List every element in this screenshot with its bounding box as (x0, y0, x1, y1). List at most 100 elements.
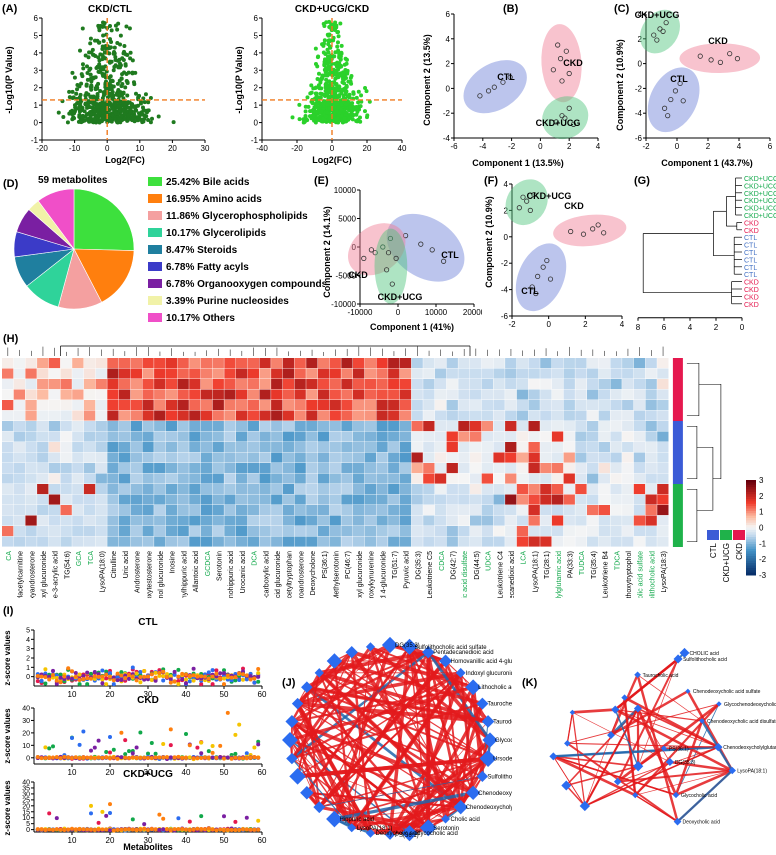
heatmap-cell (528, 368, 540, 379)
heatmap-cell (95, 358, 107, 369)
heatmap-cell (2, 536, 14, 547)
zscore-point (66, 666, 71, 671)
pie-legend-swatch (148, 228, 162, 237)
heatmap-cell (364, 379, 376, 390)
zscore-point (111, 747, 116, 752)
heatmap-cell (446, 358, 458, 369)
heatmap-scale-tick: -3 (759, 571, 767, 580)
pca-f-point (540, 264, 546, 270)
heatmap-cell (177, 421, 189, 432)
zscore-point (138, 730, 143, 735)
heatmap-cell (563, 452, 575, 463)
heatmap-cell (200, 452, 213, 463)
volcano1-point (98, 64, 103, 69)
volcano1-point (70, 95, 75, 100)
heatmap-cell (212, 379, 224, 390)
heatmap-cell (411, 358, 423, 369)
volcano1-point (111, 68, 116, 73)
volcano2-point (322, 38, 327, 43)
heatmap-cell (458, 526, 470, 537)
heatmap-cell (130, 515, 142, 526)
heatmap-cell (95, 368, 107, 379)
pca-e-ellipse-ctl (386, 213, 465, 282)
heatmap-cell (25, 442, 37, 453)
heatmap-cell (399, 421, 412, 432)
heatmap-cell (48, 431, 61, 442)
zscore-point (153, 827, 158, 832)
zscore-point (73, 671, 78, 676)
volcano2-point (319, 109, 324, 114)
heatmap-cell (165, 505, 178, 516)
volcano1-point (135, 103, 140, 108)
heatmap-cell (60, 368, 72, 379)
heatmap-cell (551, 526, 564, 537)
heatmap-cell (317, 389, 330, 400)
zscore-point (233, 827, 238, 832)
heatmap-cell (493, 463, 505, 474)
zscore-point (96, 674, 101, 679)
heatmap-cell (481, 515, 493, 526)
heatmap-cell (645, 463, 657, 474)
zscore-point (96, 672, 101, 677)
volcano2-point (321, 116, 326, 121)
heatmap-scale-segment (746, 518, 756, 521)
heatmap-cell (48, 463, 61, 474)
heatmap-cell (13, 431, 25, 442)
heatmap-col-label: DG(42:7) (450, 551, 457, 580)
heatmap-cell (119, 379, 131, 390)
heatmap-cell (294, 526, 306, 537)
heatmap-cell (341, 452, 353, 463)
heatmap-cell (294, 358, 306, 369)
heatmap-cell (95, 400, 107, 411)
zscore-point (203, 755, 207, 760)
heatmap-col-label: TUDCA (579, 551, 586, 575)
heatmap-cell (259, 410, 271, 421)
heatmap-cell (411, 410, 423, 421)
heatmap-cell (540, 410, 552, 421)
volcano1-point (118, 42, 123, 47)
pie-plot (13, 188, 135, 310)
zscore-point (222, 756, 226, 761)
heatmap-cell (200, 368, 213, 379)
heatmap-cell (37, 484, 49, 495)
pca-b-point (507, 74, 513, 80)
heatmap-legend-label: CKD+UCG (722, 543, 731, 582)
heatmap-cell (470, 452, 482, 463)
heatmap-cell (657, 473, 669, 484)
heatmap-cell (2, 379, 14, 390)
volcano2-point (351, 91, 356, 96)
zscore-point (256, 679, 261, 684)
heatmap-cell (165, 494, 178, 505)
zscore-point (66, 755, 71, 760)
volcano1-point (113, 111, 118, 116)
heatmap-cell (563, 473, 575, 484)
zscore-point (233, 732, 238, 737)
heatmap-cell (411, 431, 423, 442)
heatmap-cell (294, 431, 306, 442)
heatmap-cell (470, 494, 482, 505)
heatmap-cell (236, 358, 248, 369)
zscore-y-tick-label: 40 (22, 780, 30, 787)
heatmap-cell (271, 505, 283, 516)
volcano1-point (123, 63, 128, 68)
heatmap-cell (470, 536, 482, 547)
heatmap-cell (575, 526, 587, 537)
volcano2-point (346, 79, 351, 84)
heatmap-cell (154, 379, 166, 390)
heatmap-scale-segment (746, 572, 756, 576)
heatmap-cell (259, 368, 271, 379)
zscore-ylabel: z-score values (3, 630, 12, 686)
heatmap-cell (446, 463, 458, 474)
heatmap-scale-segment (746, 551, 756, 555)
heatmap-col-label: LysoPA(18:0) (99, 551, 106, 593)
heatmap-row-dendrogram (686, 488, 698, 543)
pca-e-group-label: CTL (441, 250, 459, 260)
zscore-point (54, 678, 59, 683)
heatmap-cell (165, 400, 178, 411)
zscore-point (96, 827, 101, 832)
heatmap-cell (341, 410, 353, 421)
zscore-point (153, 670, 158, 675)
volcano2-title: CKD+UCG/CKD (295, 4, 369, 15)
heatmap-cell (282, 484, 295, 495)
